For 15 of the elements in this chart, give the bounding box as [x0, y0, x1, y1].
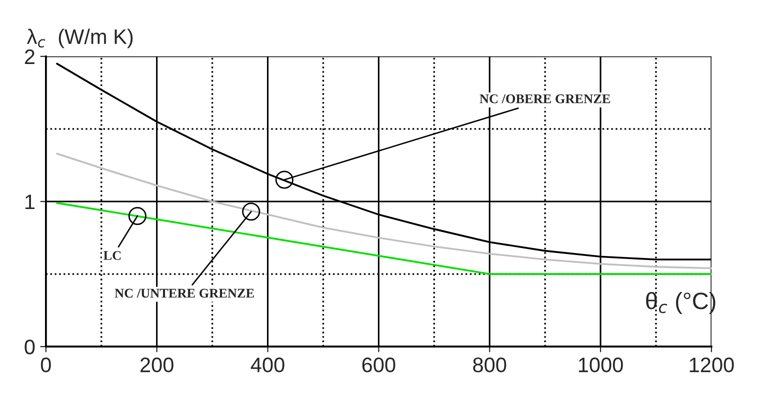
y-tick-label: 0	[24, 340, 35, 354]
x-tick-label: 1000	[578, 358, 623, 372]
y-tick-label: 2	[24, 49, 34, 64]
annotation: LC	[104, 251, 121, 260]
x-tick-label: 600	[362, 358, 396, 372]
x-tick-label: 0	[40, 358, 51, 372]
y-tick-label: 1	[25, 194, 34, 210]
annotation: NC /OBERE GRENZE	[480, 94, 610, 104]
line-series	[56, 152, 712, 270]
x-tick-label: 400	[250, 358, 284, 372]
x-tick-label: 1200	[690, 358, 734, 372]
y-axis-title: λ$_{c}$ (W/m K)	[26, 28, 133, 48]
annotation: NC /UNTERE GRENZE	[114, 288, 254, 298]
x-tick-label: 200	[140, 358, 174, 372]
x-tick-label: 800	[473, 358, 506, 372]
